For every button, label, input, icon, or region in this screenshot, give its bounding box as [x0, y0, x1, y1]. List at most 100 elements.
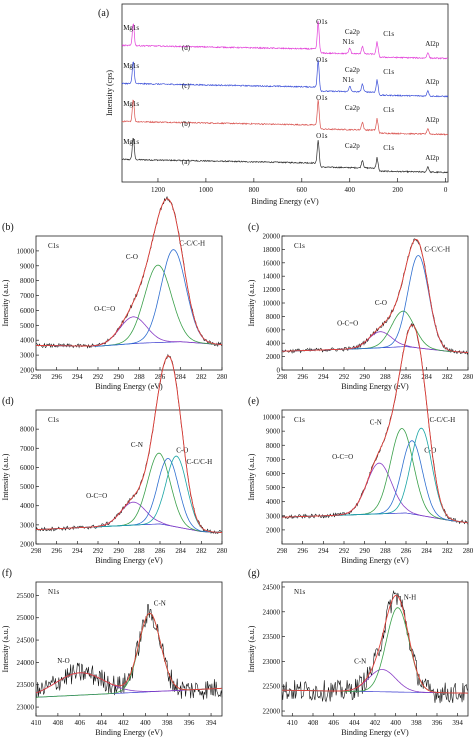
fit-envelope-g [282, 594, 468, 694]
y-tick-label-d: 8000 [20, 426, 35, 434]
component-label-b: O-C=O [94, 305, 115, 313]
component-label-b: C-O [126, 253, 138, 261]
y-tick-label-c: 10000 [263, 300, 281, 308]
fit-envelope-c [282, 238, 469, 354]
component-label-b: C-C/C-H [179, 240, 205, 248]
x-tick-label-e: 292 [339, 547, 350, 555]
component-label-e: C-O [424, 447, 436, 455]
x-tick-label-g: 402 [370, 719, 381, 727]
y-tick-label-f: 25000 [17, 614, 35, 622]
component-label-d: O-C=O [86, 492, 107, 500]
panel-frame-b [35, 235, 223, 371]
x-tick-label-d: 292 [93, 547, 104, 555]
survey-x-tick-label: 1200 [151, 186, 166, 194]
component-label-f: N-O [57, 657, 69, 665]
x-tick-label-d: 294 [72, 547, 83, 555]
y-tick-label-d: 2000 [20, 541, 35, 549]
survey-x-tick-label: 1000 [199, 186, 214, 194]
fit-component-b [36, 249, 222, 347]
x-tick-label-e: 298 [277, 547, 288, 555]
fit-component-f [36, 613, 222, 698]
survey-annotation-c1s: C1s [383, 68, 394, 76]
component-label-c: O-C=O [337, 320, 358, 328]
fit-component-b [36, 264, 223, 347]
x-tick-label-c: 282 [442, 373, 453, 381]
x-tick-label-e: 294 [318, 547, 329, 555]
x-tick-label-c: 288 [380, 373, 391, 381]
y-tick-label-e: 2000 [266, 526, 281, 534]
x-axis-label-g: Binding Energy (eV) [341, 728, 409, 737]
y-tick-label-f: 24000 [17, 659, 35, 667]
y-tick-label-e: 7000 [266, 456, 281, 464]
y-tick-label-b: 5000 [20, 322, 35, 330]
x-tick-label-d: 290 [113, 547, 124, 555]
survey-annotation-o1s: O1s [316, 18, 328, 26]
x-tick-label-b: 296 [51, 373, 62, 381]
survey-annotation-mg1s: Mg1s [123, 138, 139, 146]
x-tick-label-d: 288 [134, 547, 145, 555]
y-tick-label-b: 8000 [20, 277, 35, 285]
x-tick-label-c: 280 [463, 373, 474, 381]
x-tick-label-d: 280 [217, 547, 228, 555]
survey-frame [121, 3, 449, 183]
core-level-label-b: C1s [48, 242, 59, 250]
x-tick-label-b: 292 [93, 373, 104, 381]
x-tick-label-b: 294 [72, 373, 83, 381]
x-tick-label-d: 282 [196, 547, 207, 555]
component-label-f: C-N [154, 600, 166, 608]
x-tick-label-c: 298 [277, 373, 288, 381]
fit-component-e [282, 440, 469, 524]
survey-annotation-c1s: C1s [383, 30, 394, 38]
component-label-c: C-O [375, 299, 387, 307]
component-label-e: C-N [370, 418, 382, 426]
x-tick-label-c: 292 [339, 373, 350, 381]
raw-spectrum-f [35, 604, 223, 700]
survey-x-tick-label: 0 [444, 186, 448, 194]
x-tick-label-f: 396 [184, 719, 195, 727]
x-tick-label-e: 280 [463, 547, 474, 555]
survey-series-line [121, 137, 449, 174]
y-tick-label-f: 23500 [17, 681, 35, 689]
survey-annotation-o1s: O1s [316, 56, 328, 64]
survey-annotation-al2p: Al2p [425, 78, 440, 86]
y-tick-label-c: 0 [277, 367, 281, 375]
y-axis-label-b: Intensity (a.u.) [1, 279, 10, 326]
y-tick-label-c: 16000 [263, 259, 281, 267]
y-tick-label-g: 22500 [263, 683, 281, 691]
x-tick-label-f: 398 [162, 719, 173, 727]
x-tick-label-g: 400 [390, 719, 401, 727]
panel-label-b: (b) [2, 222, 14, 233]
y-tick-label-b: 10000 [17, 247, 35, 255]
x-axis-label-d: Binding Energy (eV) [95, 556, 163, 565]
y-tick-label-b: 6000 [20, 307, 35, 315]
fit-envelope-f [35, 612, 222, 694]
x-tick-label-g: 398 [411, 719, 422, 727]
y-tick-label-e: 6000 [266, 470, 281, 478]
y-tick-label-d: 6000 [20, 464, 35, 472]
y-tick-label-g: 23000 [263, 658, 281, 666]
x-tick-label-e: 288 [380, 547, 391, 555]
survey-annotation-ca2p: Ca2p [345, 142, 360, 150]
y-tick-label-e: 3000 [266, 512, 281, 520]
x-tick-label-d: 296 [51, 547, 62, 555]
survey-series-label: (d) [182, 44, 191, 52]
fit-envelope-e [282, 324, 469, 524]
fit-component-g [282, 669, 468, 694]
survey-annotation-al2p: Al2p [425, 116, 440, 124]
x-tick-label-d: 284 [175, 547, 186, 555]
survey-series-line [121, 99, 449, 136]
raw-spectrum-c [281, 238, 469, 355]
y-tick-label-d: 7000 [20, 445, 35, 453]
x-tick-label-e: 290 [359, 547, 370, 555]
survey-annotation-n1s: N1s [343, 38, 355, 46]
x-tick-label-e: 286 [401, 547, 412, 555]
survey-annotation-al2p: Al2p [425, 154, 440, 162]
x-tick-label-b: 284 [175, 373, 186, 381]
survey-annotation-o1s: O1s [316, 132, 328, 140]
survey-annotation-mg1s: Mg1s [123, 100, 139, 108]
y-tick-label-b: 4000 [20, 337, 35, 345]
x-tick-label-f: 406 [75, 719, 86, 727]
y-tick-label-e: 4000 [266, 498, 281, 506]
y-tick-label-d: 4000 [20, 502, 35, 510]
x-axis-label-b: Binding Energy (eV) [95, 382, 163, 391]
